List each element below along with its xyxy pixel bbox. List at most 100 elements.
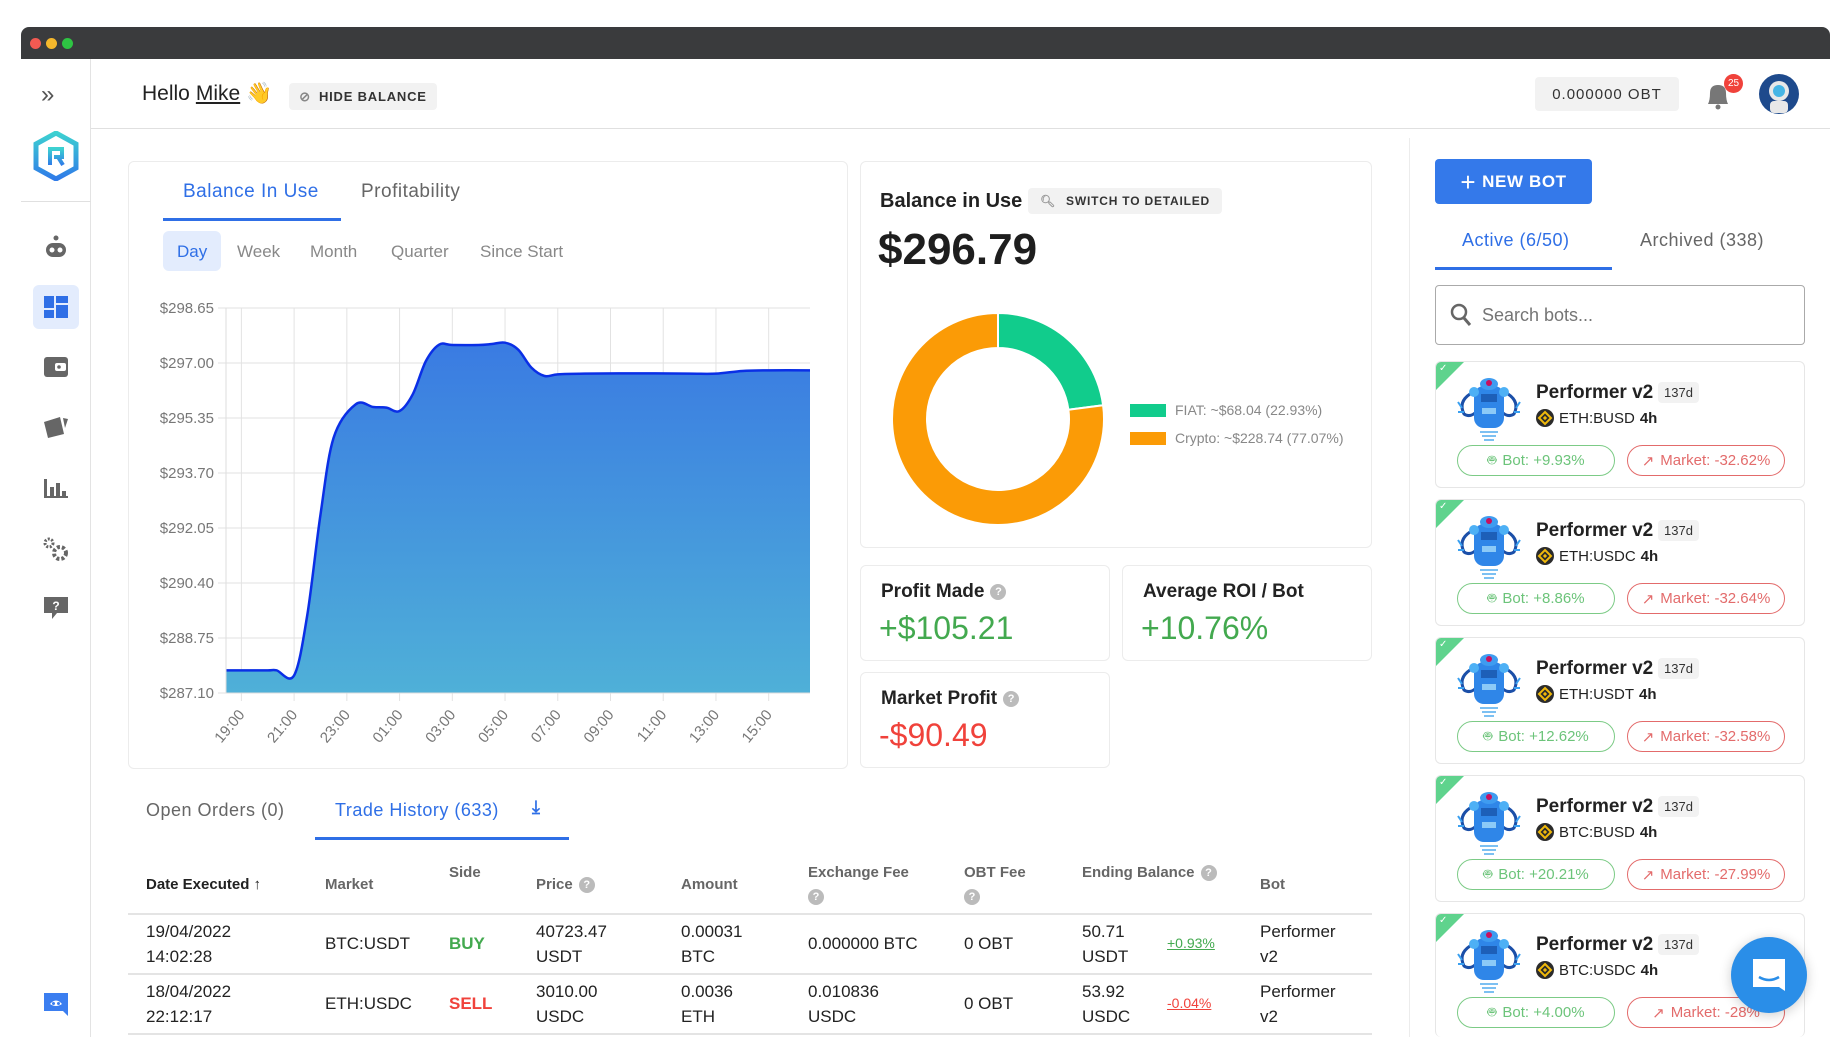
period-week[interactable]: Week	[237, 242, 281, 261]
sidebar-item-dashboard[interactable]	[33, 285, 79, 329]
maximize-window-button[interactable]	[62, 38, 73, 49]
period-day[interactable]: Day	[177, 242, 208, 261]
balance-change-link[interactable]: +0.93%	[1167, 935, 1215, 951]
help-circle-icon[interactable]: ?	[990, 583, 1007, 600]
help-circle-icon[interactable]: ?	[964, 889, 980, 906]
chat-support-button[interactable]	[1731, 937, 1807, 1013]
check-icon: ✓	[1439, 501, 1448, 512]
help-circle-icon[interactable]: ?	[808, 889, 824, 906]
cell-amount: 0.0036 ETH	[681, 982, 733, 1026]
sidebar-item-wallet[interactable]	[33, 345, 79, 389]
sidebar-item-bots[interactable]	[33, 225, 79, 269]
tab-profitability[interactable]: Profitability	[361, 181, 461, 202]
row-divider	[128, 1033, 1372, 1035]
hide-balance-button[interactable]: ⊘ HIDE BALANCE	[289, 83, 437, 110]
x-tick-label: 09:00	[580, 707, 617, 747]
active-check-icon	[1436, 914, 1464, 942]
col-market: Market	[325, 876, 374, 893]
cell-side: SELL	[449, 994, 493, 1013]
cell-price: 40723.47 USDT	[536, 922, 607, 966]
period-month[interactable]: Month	[310, 242, 358, 261]
legend-fiat-label: FIAT: ~$68.04 (22.93%)	[1175, 402, 1323, 418]
market-performance-pill: ↗ Market: -32.58%	[1627, 721, 1785, 752]
user-name-link[interactable]: Mike	[195, 82, 241, 105]
help-circle-icon[interactable]: ?	[578, 877, 595, 894]
cell-market: BTC:USDT	[325, 934, 410, 953]
sidebar-item-settings[interactable]	[33, 527, 79, 571]
legend-swatch-fiat	[1130, 403, 1166, 417]
check-icon: ✓	[1439, 777, 1448, 788]
sidebar-item-cards[interactable]	[33, 404, 79, 448]
market-profit-title: Market Profit	[881, 688, 998, 709]
bot-pair-label: BTC:USDC	[1559, 961, 1636, 979]
bot-interval: 4h	[1639, 685, 1657, 703]
donut-slice[interactable]	[891, 311, 1105, 526]
col-date-executed[interactable]: Date Executed ↑	[146, 876, 262, 893]
sidebar-item-help[interactable]: ?	[33, 586, 79, 630]
tab-balance-in-use[interactable]: Balance In Use	[183, 181, 319, 202]
bot-age-badge: 137d	[1658, 796, 1699, 817]
bot-card[interactable]: ✓ Performer v2 137d ETH:USDC 4h 🤖︎ Bot: +8…	[1435, 499, 1805, 626]
bot-card[interactable]: ✓ Performer v2 137d ETH:USDT 4h 🤖︎ Bot: +1…	[1435, 637, 1805, 764]
bots-tab-underline	[1435, 267, 1612, 270]
cell-exchange-fee: 0.000000 BTC	[808, 934, 918, 953]
bot-pair: ETH:USDC 4h	[1536, 547, 1658, 565]
wave-emoji: 👋	[246, 82, 273, 105]
col-amount: Amount	[681, 876, 738, 893]
help-circle-icon[interactable]: ?	[1200, 865, 1217, 882]
tab-archived-bots[interactable]: Archived (338)	[1640, 230, 1765, 250]
greeting-text: Hello	[142, 82, 190, 105]
cell-side: BUY	[449, 934, 485, 953]
bot-performance-pill: 🤖︎ Bot: +12.62%	[1457, 721, 1615, 752]
bot-performance-pill: 🤖︎ Bot: +8.86%	[1457, 583, 1615, 614]
close-window-button[interactable]	[30, 38, 41, 49]
period-since-start[interactable]: Since Start	[480, 242, 564, 261]
tab-active-bots[interactable]: Active (6/50)	[1462, 230, 1570, 250]
bot-card[interactable]: ✓ Performer v2 137d ETH:BUSD 4h 🤖︎ Bot: +9…	[1435, 361, 1805, 488]
robot-avatar-icon	[1457, 792, 1521, 855]
expand-sidebar-icon[interactable]: »	[41, 81, 55, 108]
table-row[interactable]: 18/04/2022 22:12:17 ETH:USDC SELL 3010.00…	[128, 975, 1372, 1033]
table-row[interactable]: 19/04/2022 14:02:28 BTC:USDT BUY 40723.47…	[128, 915, 1372, 973]
sort-up-icon[interactable]: ↑	[253, 876, 262, 893]
donut-slice[interactable]	[997, 311, 1105, 411]
bot-age-badge: 137d	[1658, 658, 1699, 679]
balance-area-fill	[226, 342, 810, 693]
bot-card[interactable]: ✓ Performer v2 137d BTC:BUSD 4h 🤖︎ Bot: +2…	[1435, 775, 1805, 902]
col-bot: Bot	[1260, 876, 1285, 893]
trend-icon: ↗	[1641, 452, 1655, 470]
search-bots-input[interactable]	[1482, 304, 1762, 326]
search-bots-field[interactable]	[1435, 285, 1805, 345]
col-obt-fee: OBT Fee?	[964, 864, 1026, 906]
bot-pair-label: ETH:BUSD	[1559, 409, 1635, 427]
sidebar-item-discord[interactable]	[33, 982, 79, 1026]
tab-trade-history[interactable]: Trade History (633)	[335, 800, 499, 820]
header-divider	[91, 128, 1830, 129]
x-tick-label: 21:00	[264, 707, 301, 747]
robot-icon: 🤖︎	[1487, 590, 1497, 607]
logo-icon[interactable]	[33, 131, 79, 181]
active-check-icon	[1436, 776, 1464, 804]
help-circle-icon[interactable]: ?	[1003, 690, 1020, 707]
download-icon[interactable]: ⤓	[532, 797, 540, 817]
balance-total: $296.79	[878, 225, 1038, 274]
tab-open-orders[interactable]: Open Orders (0)	[146, 800, 285, 820]
robot-icon: 🤖︎	[1487, 452, 1497, 469]
greeting: Hello Mike 👋	[142, 82, 272, 106]
market-performance-pill: ↗ Market: -27.99%	[1627, 859, 1785, 890]
balance-change-link[interactable]: -0.04%	[1167, 995, 1212, 1011]
balance-title: Balance in Use	[880, 190, 1023, 212]
new-bot-button[interactable]: + NEW BOT	[1435, 159, 1592, 204]
bot-interval: 4h	[1640, 961, 1659, 979]
bell-icon[interactable]	[1703, 80, 1733, 112]
bot-name: Performer v2	[1536, 796, 1654, 817]
period-quarter[interactable]: Quarter	[391, 242, 449, 261]
bot-age-badge: 137d	[1658, 934, 1699, 955]
cell-bot: Performer v2	[1260, 982, 1336, 1026]
avatar[interactable]	[1758, 73, 1800, 115]
active-check-icon	[1436, 362, 1464, 390]
minimize-window-button[interactable]	[46, 38, 57, 49]
sidebar-item-statistics[interactable]	[33, 466, 79, 510]
zoom-icon: 🔍︎	[1040, 194, 1057, 208]
switch-to-detailed-button[interactable]: 🔍︎ SWITCH TO DETAILED	[1028, 188, 1222, 214]
